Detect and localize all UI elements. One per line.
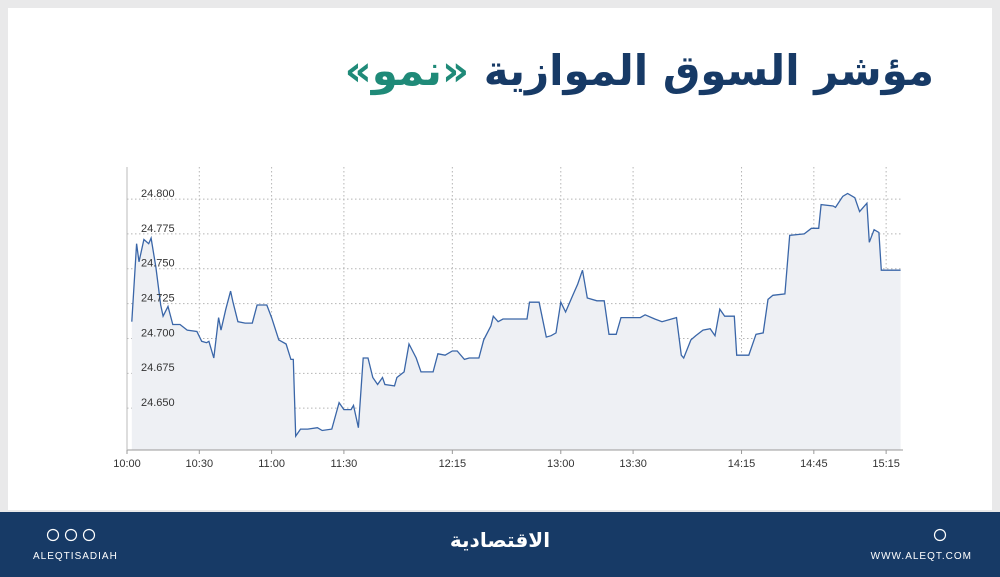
footer-icons bbox=[46, 528, 947, 542]
footer: ALEQTISADIAH الاقتصادية WWW.ALEQT.COM bbox=[0, 512, 1000, 577]
y-tick-label: 24.650 bbox=[141, 397, 175, 409]
x-tick-label: 14:15 bbox=[728, 458, 756, 470]
y-tick-label: 24.750 bbox=[141, 258, 175, 270]
title: مؤشر السوق الموازية «نمو» bbox=[345, 46, 934, 95]
y-tick-label: 24.775 bbox=[141, 223, 175, 235]
icon-twitter[interactable] bbox=[82, 528, 96, 542]
x-tick-label: 10:00 bbox=[113, 458, 141, 470]
area bbox=[131, 193, 901, 450]
website[interactable]: WWW.ALEQT.COM bbox=[870, 551, 972, 562]
x-tick-label: 13:30 bbox=[619, 458, 647, 470]
x-tick-label: 10:30 bbox=[186, 458, 214, 470]
logo: الاقتصادية bbox=[449, 528, 551, 552]
line bbox=[131, 192, 901, 439]
y-tick-label: 24.800 bbox=[141, 188, 175, 200]
x-tick-label: 11:00 bbox=[258, 458, 285, 470]
x-tick-label: 11:30 bbox=[331, 458, 358, 470]
x-tick-label: 15:15 bbox=[872, 458, 900, 470]
icon-instagram[interactable] bbox=[46, 528, 60, 542]
x-tick-label: 14:45 bbox=[800, 458, 828, 470]
y-tick-label: 24.700 bbox=[141, 327, 175, 339]
x-tick-label: 12:15 bbox=[439, 458, 467, 470]
icon-facebook[interactable] bbox=[64, 528, 78, 542]
x-tick-label: 13:00 bbox=[547, 458, 575, 470]
chart: 24.650 24.675 24.700 24.725 24.750 24.775 24.8… bbox=[113, 167, 903, 470]
title-main: مؤشر السوق الموازية bbox=[483, 46, 934, 95]
y-tick-label: 24.675 bbox=[141, 362, 175, 374]
y-tick-label: 24.725 bbox=[141, 293, 175, 305]
title-highlight: «نمو» bbox=[344, 46, 470, 95]
icon-web[interactable] bbox=[933, 528, 947, 542]
social-handle[interactable]: ALEQTISADIAH bbox=[33, 551, 118, 562]
